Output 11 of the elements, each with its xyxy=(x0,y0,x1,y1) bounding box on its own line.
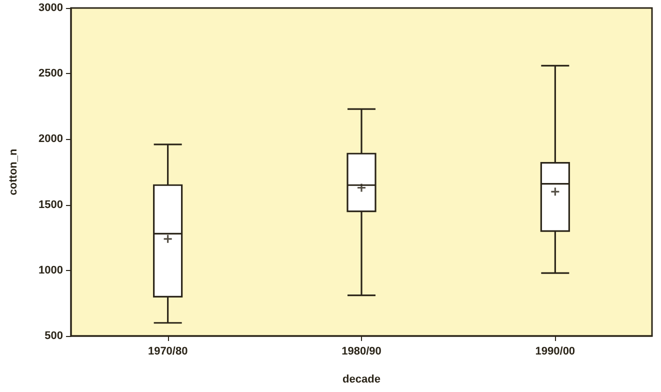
x-tick-label: 1980/90 xyxy=(342,346,382,358)
y-tick-label: 1500 xyxy=(38,198,63,211)
y-tick-label: 2500 xyxy=(38,68,63,80)
x-tick-label: 1990/00 xyxy=(535,346,576,358)
y-tick-label: 500 xyxy=(44,330,63,342)
y-tick-label: 1000 xyxy=(38,264,63,276)
x-tick-label: 1970/80 xyxy=(148,346,188,358)
y-tick-label: 2000 xyxy=(38,133,63,146)
y-axis-title: cotton_n xyxy=(8,148,20,196)
y-tick-label: 3000 xyxy=(38,2,63,14)
x-axis-title: decade xyxy=(342,374,380,386)
